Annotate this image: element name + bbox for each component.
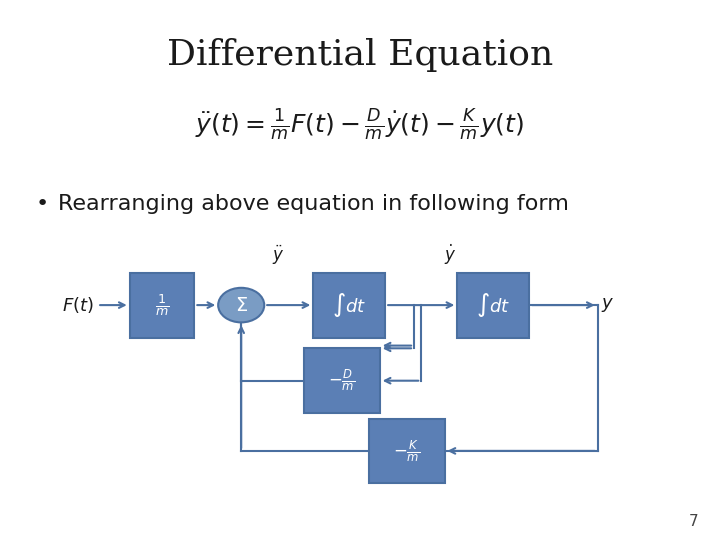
Text: $\int dt$: $\int dt$	[476, 291, 510, 319]
Text: $-\frac{D}{m}$: $-\frac{D}{m}$	[328, 368, 356, 393]
Text: $\dot{y}$: $\dot{y}$	[444, 243, 456, 267]
FancyBboxPatch shape	[304, 348, 380, 413]
Text: $y$: $y$	[601, 296, 614, 314]
FancyBboxPatch shape	[130, 273, 194, 338]
Text: $\ddot{y}$: $\ddot{y}$	[272, 244, 285, 267]
Text: $-\frac{K}{m}$: $-\frac{K}{m}$	[393, 438, 420, 463]
FancyBboxPatch shape	[313, 273, 385, 338]
Text: 7: 7	[689, 514, 698, 529]
Text: $\int dt$: $\int dt$	[332, 291, 366, 319]
Text: $\Sigma$: $\Sigma$	[235, 295, 248, 315]
Circle shape	[218, 288, 264, 322]
Text: $\ddot{y}(t) = \frac{1}{m}F(t) - \frac{D}{m}\dot{y}(t) - \frac{K}{m}y(t)$: $\ddot{y}(t) = \frac{1}{m}F(t) - \frac{D…	[195, 108, 525, 143]
Text: Differential Equation: Differential Equation	[167, 38, 553, 72]
FancyBboxPatch shape	[369, 418, 444, 483]
Text: •: •	[36, 194, 49, 214]
Text: Rearranging above equation in following form: Rearranging above equation in following …	[58, 194, 569, 214]
Text: $F(t)$: $F(t)$	[62, 295, 94, 315]
Text: $\frac{1}{m}$: $\frac{1}{m}$	[155, 292, 169, 318]
FancyBboxPatch shape	[457, 273, 529, 338]
